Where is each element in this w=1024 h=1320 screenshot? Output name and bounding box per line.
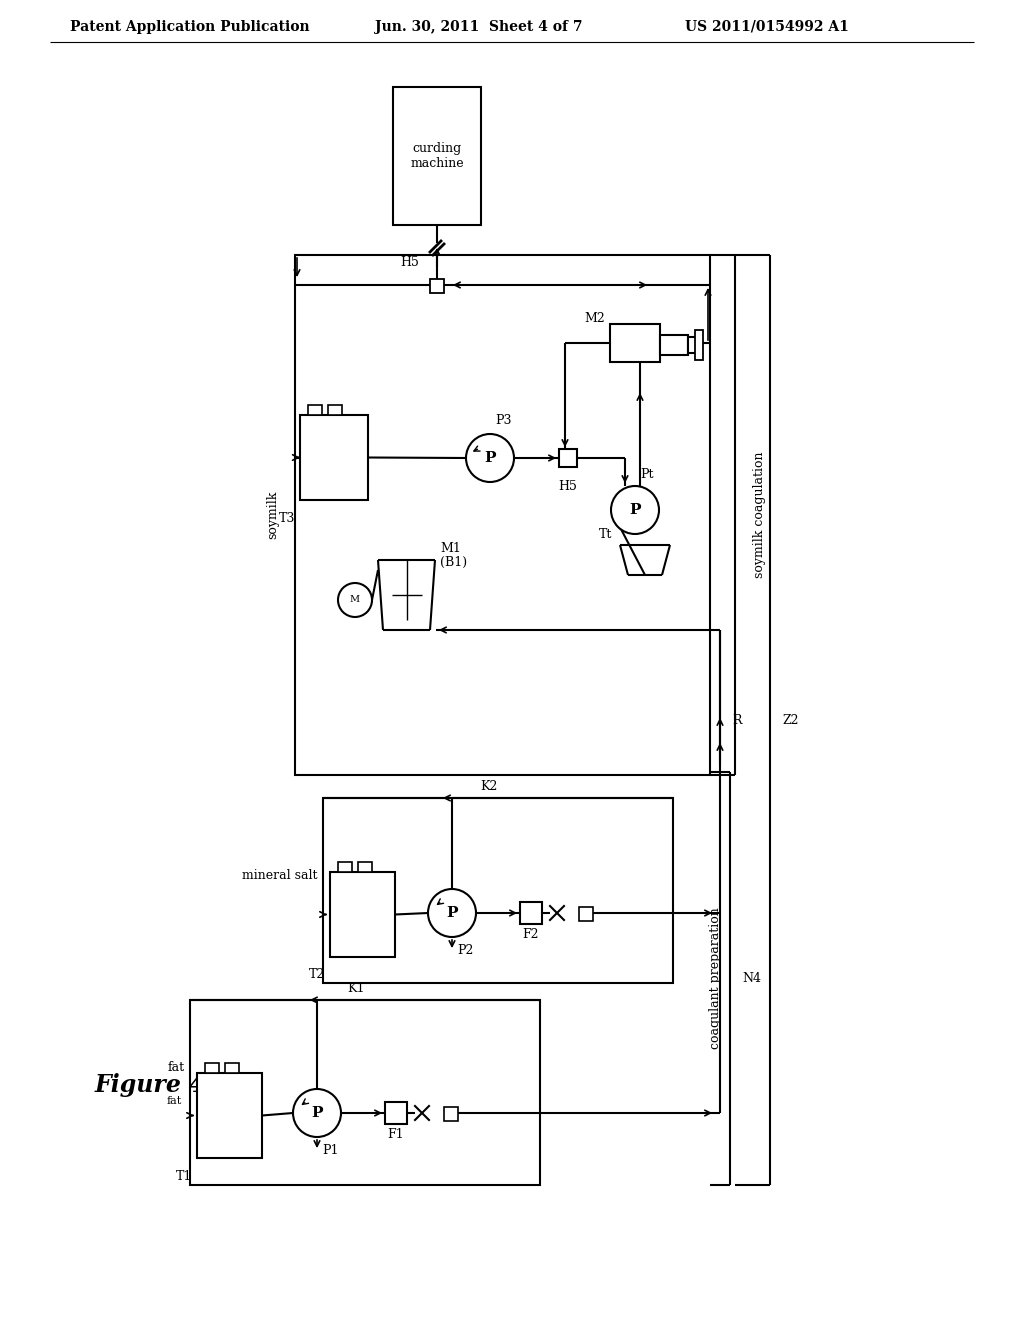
Text: Pt: Pt [640, 469, 653, 482]
Text: Figure 4: Figure 4 [95, 1073, 207, 1097]
Bar [559, 449, 577, 467]
Bar [660, 335, 688, 355]
Text: coagulant preparation: coagulant preparation [709, 908, 722, 1049]
Text: P: P [446, 906, 458, 920]
Text: (B1): (B1) [440, 556, 467, 569]
Text: T3: T3 [279, 511, 295, 524]
Text: curding
machine: curding machine [411, 143, 464, 170]
Circle shape [466, 434, 514, 482]
Text: T2: T2 [309, 969, 325, 982]
Bar [579, 907, 593, 921]
Bar [695, 330, 703, 360]
Text: K1: K1 [347, 982, 365, 994]
Bar [610, 323, 660, 362]
Circle shape [293, 1089, 341, 1137]
Bar [308, 405, 322, 414]
Bar [323, 799, 673, 983]
Circle shape [611, 486, 659, 535]
Bar [444, 1107, 458, 1121]
Bar [358, 862, 372, 873]
Bar [225, 1063, 239, 1073]
Bar [338, 862, 352, 873]
Text: R: R [732, 714, 741, 726]
Text: fat: fat [167, 1096, 182, 1106]
Text: T1: T1 [176, 1170, 193, 1183]
Text: M: M [350, 595, 360, 605]
Text: Tt: Tt [599, 528, 612, 541]
Bar [328, 405, 342, 414]
Bar [430, 279, 444, 293]
Text: M1: M1 [440, 541, 461, 554]
Text: K2: K2 [480, 780, 498, 792]
Text: H5: H5 [558, 479, 578, 492]
Text: M2: M2 [585, 312, 605, 325]
Bar [197, 1073, 262, 1158]
Bar [688, 337, 700, 352]
Text: Patent Application Publication: Patent Application Publication [70, 20, 309, 34]
Text: H5: H5 [400, 256, 419, 269]
Text: F2: F2 [522, 928, 540, 941]
Circle shape [338, 583, 372, 616]
Bar [190, 1001, 540, 1185]
Bar [330, 873, 395, 957]
Bar [295, 255, 710, 775]
Text: P: P [311, 1106, 323, 1119]
Text: N4: N4 [742, 972, 761, 985]
Circle shape [428, 888, 476, 937]
Text: fat: fat [168, 1061, 185, 1074]
Bar [385, 1102, 407, 1125]
Bar [205, 1063, 219, 1073]
Text: Z2: Z2 [782, 714, 799, 726]
Text: soymilk coagulation: soymilk coagulation [754, 451, 767, 578]
Bar [393, 87, 481, 224]
Text: P1: P1 [322, 1144, 339, 1158]
Bar [520, 902, 542, 924]
Text: P3: P3 [495, 413, 512, 426]
Text: P: P [484, 451, 496, 465]
Text: soymilk: soymilk [266, 491, 280, 539]
Text: P: P [630, 503, 641, 517]
Text: Jun. 30, 2011  Sheet 4 of 7: Jun. 30, 2011 Sheet 4 of 7 [375, 20, 583, 34]
Text: mineral salt: mineral salt [243, 869, 318, 882]
Text: US 2011/0154992 A1: US 2011/0154992 A1 [685, 20, 849, 34]
Text: F1: F1 [388, 1129, 404, 1142]
Bar [300, 414, 368, 500]
Text: P2: P2 [457, 945, 473, 957]
